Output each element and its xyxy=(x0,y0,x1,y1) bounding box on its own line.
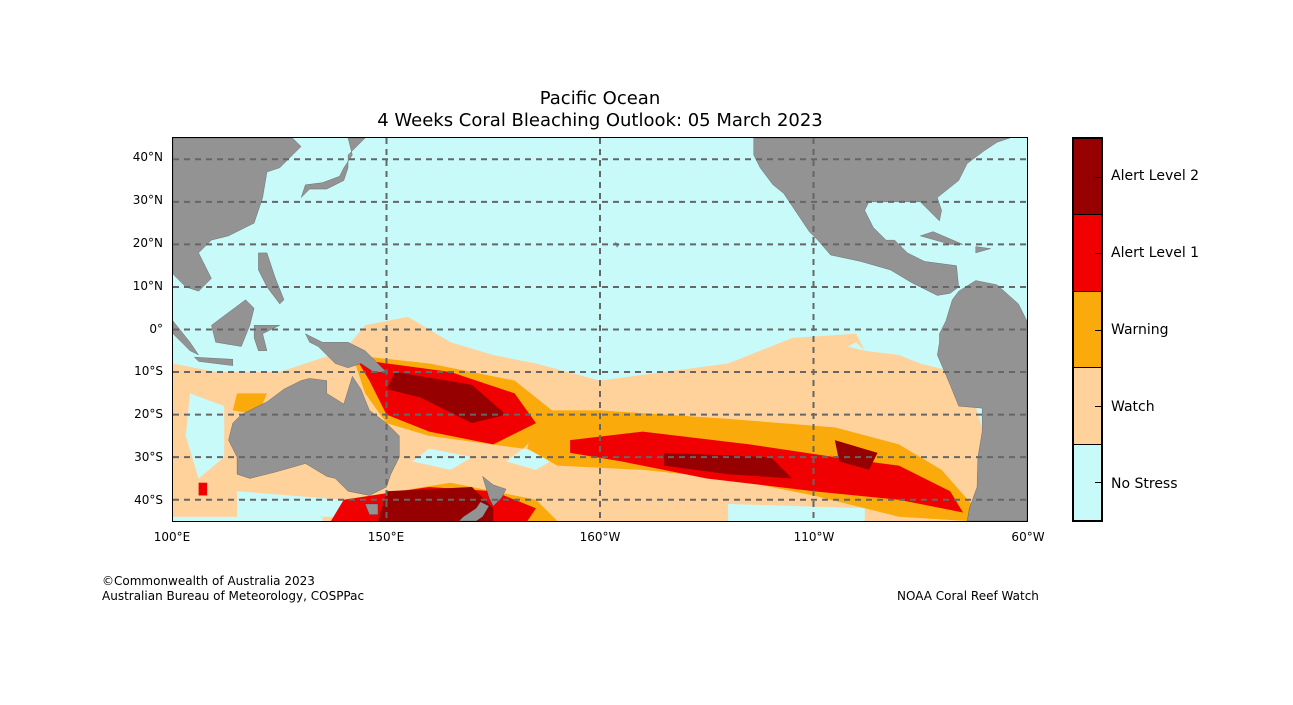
latitude-label: 40°S xyxy=(134,492,163,507)
noaa-credit: NOAA Coral Reef Watch xyxy=(897,589,1039,603)
longitude-label: 100°E xyxy=(153,530,191,544)
java-landmass xyxy=(194,357,232,366)
no-stress-patch xyxy=(847,342,865,351)
alert-level-2-region xyxy=(834,440,878,470)
longitude-label: 160°W xyxy=(579,530,621,544)
map-title: Pacific Ocean xyxy=(539,88,661,109)
borneo-landmass xyxy=(211,300,254,347)
colorbar-label: Alert Level 1 xyxy=(1111,244,1200,261)
coral-bleaching-map xyxy=(172,137,1028,522)
latitude-label: 30°N xyxy=(132,193,163,208)
colorbar-segment-watch xyxy=(1074,368,1101,445)
north-america-landmass xyxy=(754,138,1010,295)
latitude-label: 40°N xyxy=(132,150,163,165)
longitude-label: 150°E xyxy=(367,530,405,544)
colorbar-segment-alert-level-1 xyxy=(1074,215,1101,292)
no-stress-patch xyxy=(237,491,344,517)
copyright-text: ©Commonwealth of Australia 2023 xyxy=(102,574,315,588)
latitude-label: 20°N xyxy=(132,235,163,250)
colorbar-label: Warning xyxy=(1111,321,1169,338)
no-stress-patch xyxy=(173,516,323,521)
sulawesi-landmass xyxy=(254,325,280,351)
alert-level-1-region xyxy=(198,482,208,496)
hispaniola-landmass xyxy=(976,247,991,253)
colorbar-segment-warning xyxy=(1074,291,1101,369)
australia-landmass xyxy=(229,376,400,495)
alert-level-2-region xyxy=(664,452,793,479)
map-canvas xyxy=(173,138,1027,521)
latitude-label: 10°S xyxy=(134,364,163,379)
south-america-landmass xyxy=(937,281,1027,521)
cuba-landmass xyxy=(920,232,963,245)
copyright-credit: ©Commonwealth of Australia 2023 Australi… xyxy=(102,574,364,604)
colorbar-label: No Stress xyxy=(1111,475,1178,492)
philippines-landmass xyxy=(258,253,284,304)
latitude-label: 0° xyxy=(149,321,163,336)
latitude-label: 10°N xyxy=(132,278,163,293)
tasmania-landmass xyxy=(365,504,378,515)
longitude-label: 110°W xyxy=(793,530,835,544)
new-zealand-north-landmass xyxy=(483,476,506,506)
alert-level-2-region xyxy=(386,372,507,424)
asia-landmass xyxy=(173,138,301,291)
latitude-label: 20°S xyxy=(134,407,163,422)
no-stress-patch xyxy=(412,448,472,470)
colorbar xyxy=(1072,137,1103,522)
latitude-label: 30°S xyxy=(134,449,163,464)
bom-credit-text: Australian Bureau of Meteorology, COSPPa… xyxy=(102,589,365,603)
no-stress-patch xyxy=(728,503,865,521)
colorbar-segment-no-stress xyxy=(1074,444,1101,521)
map-subtitle: 4 Weeks Coral Bleaching Outlook: 05 Marc… xyxy=(377,110,823,131)
sumatra-landmass xyxy=(173,321,199,355)
japan-landmass xyxy=(301,138,365,198)
new-zealand-south-landmass xyxy=(459,502,489,521)
colorbar-label: Watch xyxy=(1111,398,1155,415)
longitude-label: 60°W xyxy=(1011,530,1045,544)
colorbar-segment-alert-level-2 xyxy=(1074,139,1101,216)
alert-level-2-region xyxy=(377,486,494,521)
colorbar-label: Alert Level 2 xyxy=(1111,167,1200,184)
